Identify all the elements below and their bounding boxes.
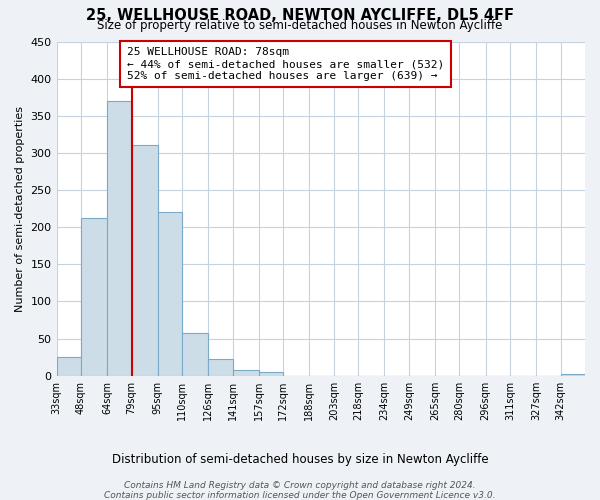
Bar bbox=[158, 212, 182, 376]
Y-axis label: Number of semi-detached properties: Number of semi-detached properties bbox=[15, 106, 25, 312]
Bar bbox=[259, 372, 283, 376]
Text: 25 WELLHOUSE ROAD: 78sqm
← 44% of semi-detached houses are smaller (532)
52% of : 25 WELLHOUSE ROAD: 78sqm ← 44% of semi-d… bbox=[127, 48, 444, 80]
Bar bbox=[208, 360, 233, 376]
Text: 25, WELLHOUSE ROAD, NEWTON AYCLIFFE, DL5 4FF: 25, WELLHOUSE ROAD, NEWTON AYCLIFFE, DL5… bbox=[86, 8, 514, 22]
Text: Size of property relative to semi-detached houses in Newton Aycliffe: Size of property relative to semi-detach… bbox=[97, 19, 503, 32]
Text: Contains public sector information licensed under the Open Government Licence v3: Contains public sector information licen… bbox=[104, 491, 496, 500]
Bar bbox=[56, 357, 81, 376]
Bar bbox=[81, 218, 107, 376]
Text: Distribution of semi-detached houses by size in Newton Aycliffe: Distribution of semi-detached houses by … bbox=[112, 452, 488, 466]
Bar bbox=[107, 101, 131, 376]
Bar bbox=[560, 374, 585, 376]
Bar bbox=[233, 370, 259, 376]
Bar bbox=[131, 146, 158, 376]
Text: Contains HM Land Registry data © Crown copyright and database right 2024.: Contains HM Land Registry data © Crown c… bbox=[124, 481, 476, 490]
Bar bbox=[182, 334, 208, 376]
